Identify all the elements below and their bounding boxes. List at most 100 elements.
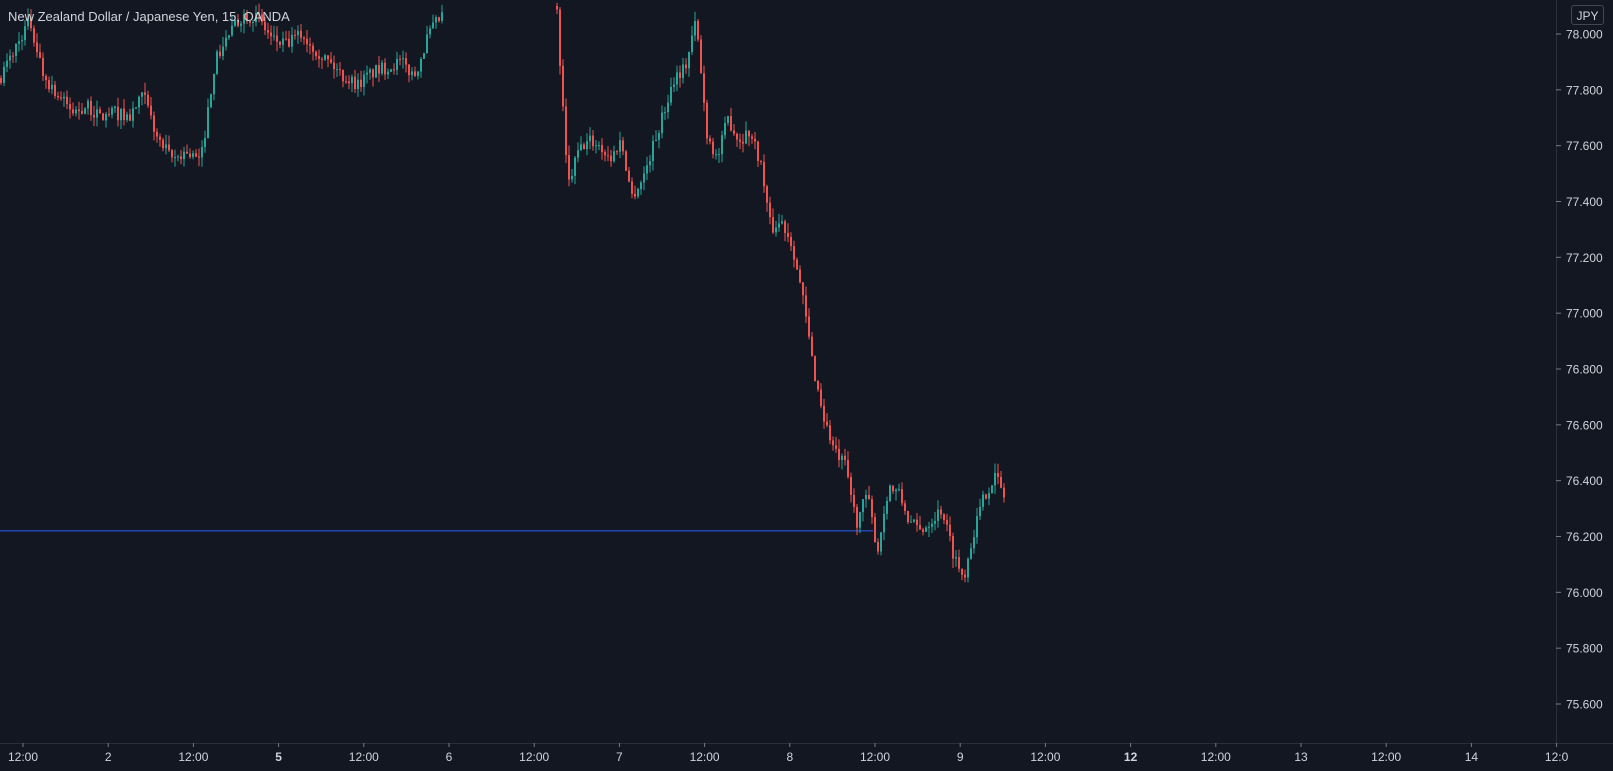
candle	[78, 101, 80, 120]
candle-body	[802, 282, 804, 296]
candle	[979, 498, 981, 520]
candle-body	[150, 105, 152, 116]
candle	[261, 8, 263, 26]
candle	[682, 57, 684, 84]
candle	[763, 154, 765, 193]
candle	[916, 513, 918, 532]
candle-body	[294, 34, 296, 36]
candle	[688, 51, 690, 77]
candle	[105, 111, 107, 128]
x-tick-label: 8	[786, 750, 793, 764]
x-tick-label: 12:00	[519, 750, 549, 764]
y-tick-label: 77.000	[1566, 307, 1603, 321]
y-tick-label: 77.600	[1566, 139, 1603, 153]
candle	[865, 489, 867, 508]
candle-body	[237, 20, 239, 26]
candle	[267, 23, 269, 40]
candle-body	[811, 336, 813, 357]
candle	[99, 106, 101, 114]
candle	[940, 505, 942, 519]
candle	[306, 30, 308, 53]
candle	[333, 55, 335, 79]
x-tick-label: 12:00	[8, 750, 38, 764]
candle	[33, 25, 35, 47]
candle	[631, 177, 633, 199]
chart-legend: New Zealand Dollar / Japanese Yen, 15, O…	[8, 9, 290, 24]
candle	[399, 55, 401, 66]
candle-body	[192, 153, 194, 157]
candle-body	[829, 425, 831, 441]
y-tick-label: 77.200	[1566, 251, 1603, 265]
candle	[81, 103, 83, 115]
candle	[664, 106, 666, 121]
candle-body	[168, 144, 170, 151]
candle-body	[339, 69, 341, 71]
candle	[601, 138, 603, 160]
candle-body	[928, 526, 930, 528]
candle-body	[39, 52, 41, 58]
candle	[240, 20, 242, 33]
candle-body	[1000, 476, 1002, 488]
candle	[919, 515, 921, 531]
candle-body	[805, 295, 807, 317]
candle	[700, 35, 702, 74]
candle-body	[87, 100, 89, 109]
candle	[769, 196, 771, 225]
candle-body	[577, 150, 579, 158]
candle-body	[315, 51, 317, 57]
candle-body	[943, 514, 945, 521]
candle-body	[832, 440, 834, 446]
x-tick-label: 12:00	[349, 750, 379, 764]
candle-body	[718, 154, 720, 156]
candle-body	[559, 9, 561, 66]
candle	[559, 6, 561, 75]
candle-body	[111, 108, 113, 115]
candle	[90, 96, 92, 121]
candle-body	[877, 542, 879, 552]
candle-body	[81, 111, 83, 114]
candle-body	[420, 58, 422, 72]
candle-body	[679, 72, 681, 78]
candle	[438, 16, 440, 23]
candle-body	[730, 116, 732, 131]
candle	[72, 102, 74, 116]
candle	[910, 515, 912, 523]
candle	[426, 25, 428, 54]
candle-body	[925, 527, 927, 532]
candle	[231, 16, 233, 37]
candle-body	[841, 455, 843, 461]
candle-body	[306, 38, 308, 45]
candle	[673, 77, 675, 92]
candle	[814, 355, 816, 382]
candle-body	[54, 84, 56, 96]
candle	[616, 150, 618, 155]
y-axis[interactable]: 78.000 77.800 77.600 77.400 77.200 77.000 76.8…	[1556, 0, 1603, 743]
candle-body	[901, 489, 903, 504]
x-tick-label: 12:0	[1545, 750, 1569, 764]
candle	[775, 220, 777, 237]
candle-body	[414, 71, 416, 76]
candle	[354, 69, 356, 94]
candle-body	[273, 35, 275, 37]
candle-body	[994, 472, 996, 486]
candle	[168, 135, 170, 153]
candle	[772, 208, 774, 235]
candle	[589, 127, 591, 150]
candle-body	[709, 138, 711, 142]
x-axis[interactable]: 12:00 2 12:00 5 12:00 6 12:00 7 12:00 8 12:00 9 12:0…	[0, 743, 1613, 764]
candle-body	[12, 55, 14, 57]
candle-body	[997, 472, 999, 477]
candle-body	[138, 96, 140, 108]
candle	[634, 185, 636, 200]
candle	[129, 108, 131, 122]
y-tick-label: 76.200	[1566, 530, 1603, 544]
candle-body	[736, 133, 738, 140]
candle	[120, 108, 122, 130]
candle-body	[309, 44, 311, 46]
candle-body	[643, 173, 645, 183]
candle-body	[733, 130, 735, 134]
currency-button[interactable]: JPY	[1571, 5, 1604, 25]
candle	[291, 26, 293, 53]
